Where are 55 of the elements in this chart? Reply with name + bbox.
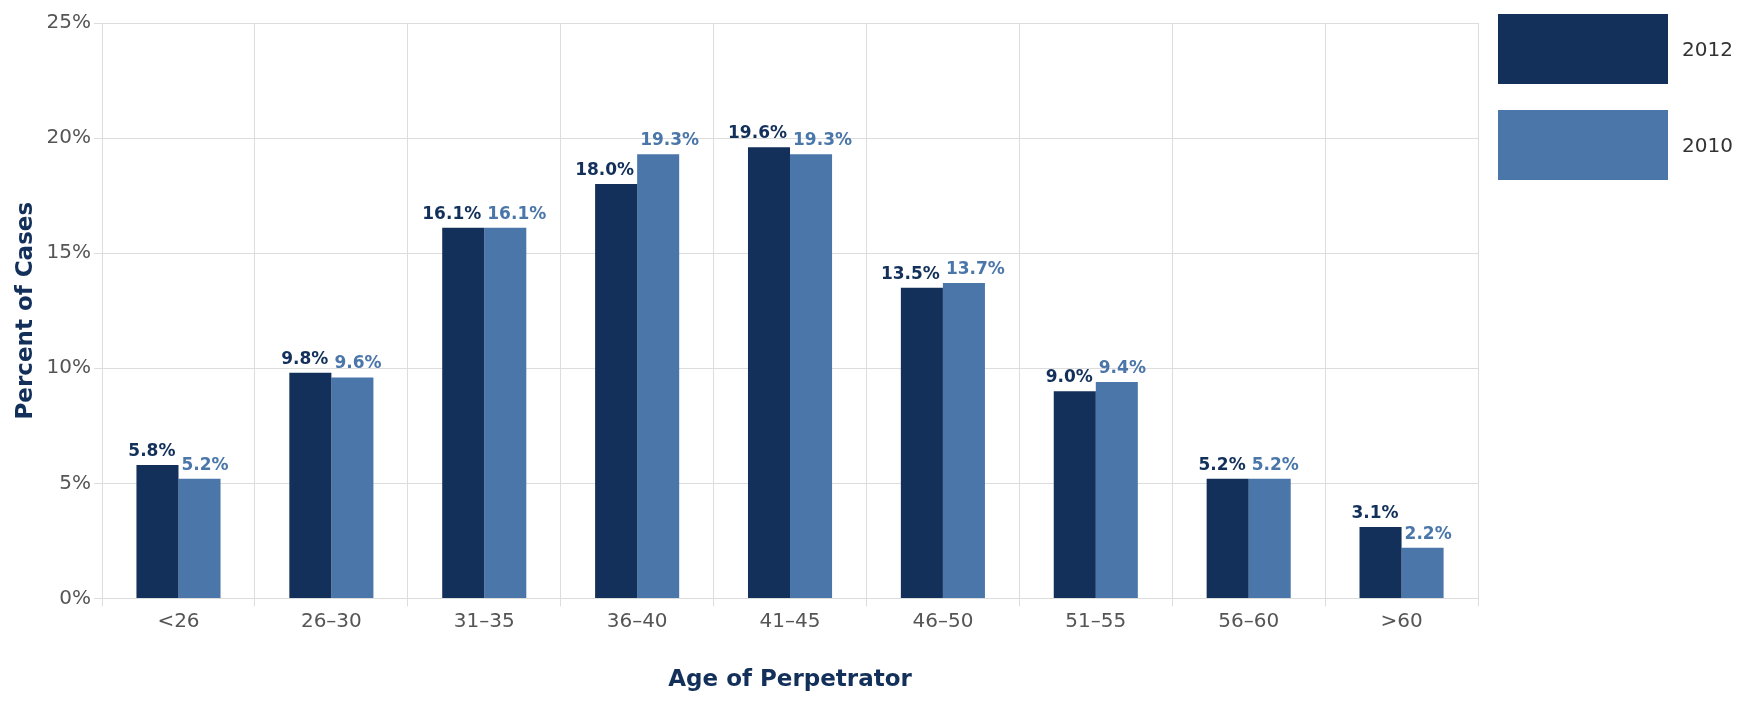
data-label: 5.2% <box>1198 453 1246 474</box>
bar <box>1359 527 1402 598</box>
bar <box>178 478 221 598</box>
bar <box>790 154 833 598</box>
data-label: 9.6% <box>334 352 382 373</box>
bar <box>1053 391 1096 598</box>
bar <box>331 377 374 598</box>
y-axis-title: Percent of Cases <box>10 201 37 420</box>
data-label: 2.2% <box>1404 522 1452 543</box>
data-label: 19.3% <box>640 129 700 150</box>
bar <box>942 283 985 598</box>
bar <box>1401 547 1444 598</box>
data-label: 16.1% <box>422 202 482 223</box>
text: 2010 <box>1682 133 1733 157</box>
bar <box>1206 478 1249 598</box>
x-tick-label: 51–55 <box>1065 607 1127 632</box>
bar <box>1095 382 1138 598</box>
data-label: 9.0% <box>1045 366 1093 387</box>
y-tick-label: 20% <box>46 124 92 149</box>
x-axis-title: Age of Perpetrator <box>668 665 913 692</box>
x-tick-label: <26 <box>157 607 200 632</box>
x-tick-label: 26–30 <box>300 607 362 632</box>
data-label: 19.6% <box>728 122 788 143</box>
bar <box>595 184 638 598</box>
data-label: 5.2% <box>181 453 229 474</box>
x-tick-label: 41–45 <box>759 607 821 632</box>
data-label: 18.0% <box>575 159 635 180</box>
bar <box>637 154 680 598</box>
bar <box>136 464 179 598</box>
bar <box>484 227 527 598</box>
x-tick-label: 56–60 <box>1218 607 1280 632</box>
text: 2012 <box>1682 37 1733 61</box>
x-tick-label: 46–50 <box>912 607 974 632</box>
y-tick-label: 0% <box>59 584 92 609</box>
bar <box>900 287 943 598</box>
bar <box>442 227 485 598</box>
x-tick-label: >60 <box>1380 607 1423 632</box>
y-tick-label: 15% <box>46 239 92 264</box>
data-label: 16.1% <box>487 202 547 223</box>
y-tick-label: 25% <box>46 9 92 34</box>
y-tick-label: 5% <box>59 469 92 494</box>
data-label: 13.7% <box>945 258 1005 278</box>
data-label: 9.8% <box>281 347 329 368</box>
data-label: 13.5% <box>880 262 940 283</box>
data-label: 19.3% <box>793 129 853 150</box>
data-label: 9.4% <box>1098 356 1146 377</box>
data-label: 3.1% <box>1351 501 1399 522</box>
data-label: 5.8% <box>128 439 176 460</box>
bar <box>1248 478 1291 598</box>
x-tick-label: 36–40 <box>606 607 668 632</box>
bar <box>747 147 791 598</box>
x-tick-label: 31–35 <box>453 607 515 632</box>
bar <box>289 372 332 598</box>
y-tick-label: 10% <box>46 354 92 379</box>
data-label: 5.2% <box>1251 453 1299 474</box>
